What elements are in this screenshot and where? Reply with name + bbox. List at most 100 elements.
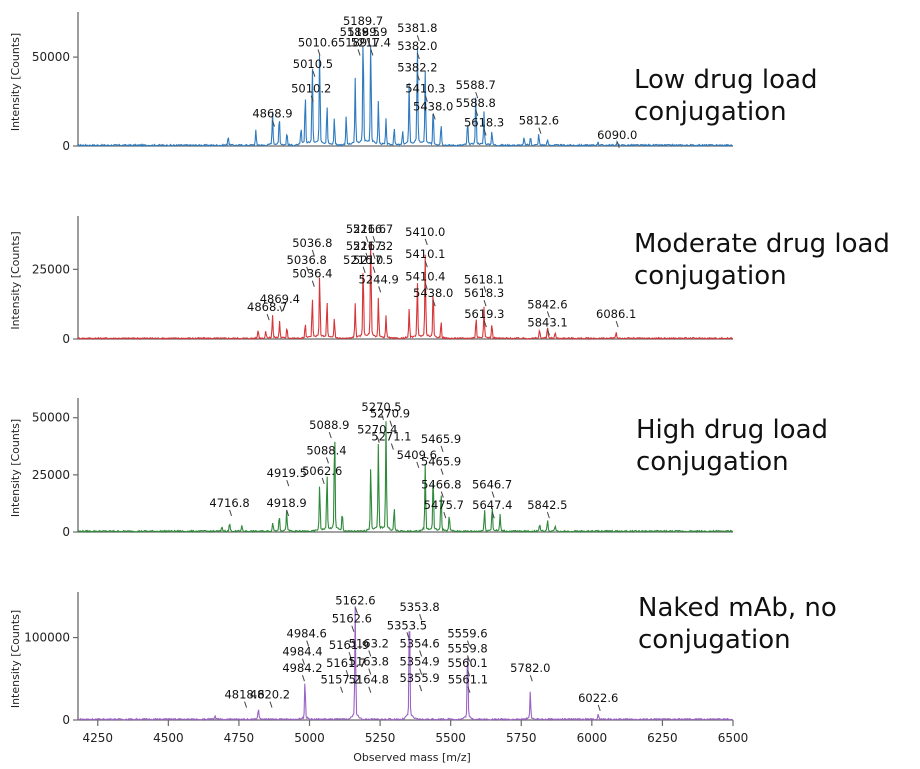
peak-label: 4820.2 [250,688,290,702]
panel-annotation: conjugation [638,625,791,655]
peak-leader [440,491,444,498]
peak-leader [424,95,428,102]
panel-annotation: conjugation [634,261,787,291]
peak-label: 5647.4 [472,498,512,512]
peak-leader [312,70,316,77]
peak-leader [424,283,428,290]
peak-leader [269,701,273,708]
peak-label: 5812.6 [519,114,559,128]
peak-leader [419,668,423,675]
peak-leader [475,91,479,99]
peak-label: 5382.2 [397,60,437,74]
peak-label: 5560.1 [448,656,488,670]
peak-leader [328,431,332,439]
peak-label: 5010.2 [291,82,331,96]
peak-leader [419,684,423,692]
peak-leader [272,120,275,127]
peak-label: 5410.4 [405,270,445,284]
peak-label: 5619.3 [464,307,504,321]
peak-label: 5355.9 [399,671,439,685]
y-tick-label: 25000 [32,468,70,482]
peak-label: 5216.0 [343,253,383,267]
peak-leader [365,235,369,243]
peak-leader [406,632,410,639]
peak-label: 5062.6 [302,464,342,478]
peak-label: 5618.3 [464,115,504,129]
peak-leader [546,311,550,318]
peak-label: 5410.1 [405,247,445,261]
peak-leader [321,477,325,485]
peak-leader [381,413,384,421]
panel-annotation: Low drug load [634,65,817,95]
peak-label: 5465.9 [421,455,461,469]
y-tick-label: 50000 [32,411,70,425]
peak-leader [440,468,444,475]
y-axis-label: Intensity [Counts] [9,419,22,517]
peak-label: 5618.1 [464,272,504,286]
peak-label: 5163.8 [349,655,389,669]
peak-leader [529,675,533,682]
peak-label: 5438.0 [413,99,453,113]
peak-label: 4984.4 [282,645,322,659]
peak-leader [229,509,233,517]
peak-leader [325,457,329,464]
peak-label: 5270.9 [370,407,410,421]
peak-label: 5161.7 [326,656,366,670]
peak-leader [372,235,376,243]
peak-label: 4716.8 [209,496,249,510]
peak-leader [345,670,349,677]
y-axis-label: Intensity [Counts] [9,231,22,329]
peak-leader [348,651,352,659]
peak-leader [483,286,487,293]
x-tick-label: 5750 [506,731,537,745]
peak-label: 5466.8 [421,478,461,492]
peak-leader [378,286,382,293]
peak-label: 5618.3 [464,286,504,300]
peak-leader [359,38,363,45]
peak-leader [432,113,436,120]
peak-label: 5217.2 [353,239,393,253]
spectra-panels: 0 50000 Intensity [Counts] 5189.75189.55189… [9,12,890,727]
panel-annotation: Naked mAb, no [638,593,837,623]
peak-label: 6086.1 [596,307,636,321]
y-tick-label: 0 [62,139,70,153]
peak-label: 5217.5 [353,253,393,267]
y-tick-label: 0 [62,713,70,727]
peak-label: 5559.8 [447,641,487,655]
peak-label: 5036.8 [287,253,327,267]
y-tick-label: 50000 [32,50,70,64]
peak-leader [538,127,542,134]
panel-low: 0 50000 Intensity [Counts] 5189.75189.55189… [9,12,817,153]
peak-leader [311,280,315,287]
peak-label: 5842.6 [527,297,567,311]
peak-leader [310,95,314,102]
spectrum-trace-high [77,421,733,534]
x-tick-label: 5500 [435,731,466,745]
peak-label: 5244.9 [359,272,399,286]
spectrum-trace-low [78,44,733,148]
x-tick-label: 4750 [224,731,255,745]
peak-label: 5163.2 [349,636,389,650]
peak-leader [424,261,428,268]
peak-label: 5381.8 [397,21,437,35]
y-tick-label: 100000 [24,631,70,645]
peak-label: 5010.6 [298,35,338,49]
peak-label: 4869.4 [260,292,300,306]
peak-leader [483,300,487,307]
peak-label: 4868.7 [247,300,287,314]
peak-label: 4868.9 [252,107,292,121]
peak-label: 5353.5 [387,618,427,632]
peak-leader [357,49,361,56]
peak-leader [362,27,366,35]
peak-leader [301,675,305,682]
peak-leader [416,461,420,469]
peak-label: 5010.5 [293,57,333,71]
peak-label: 5782.0 [510,661,550,675]
x-tick-label: 5250 [365,731,396,745]
peak-label: 5561.1 [448,673,488,687]
peak-leader [370,49,374,56]
peak-leader [483,129,487,136]
spectrum-trace-moderate [77,243,733,340]
peak-leader [286,509,290,517]
